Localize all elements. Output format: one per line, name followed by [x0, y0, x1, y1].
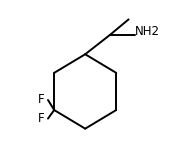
Text: NH2: NH2 — [135, 25, 160, 38]
Text: F: F — [37, 112, 44, 125]
Text: F: F — [37, 93, 44, 106]
